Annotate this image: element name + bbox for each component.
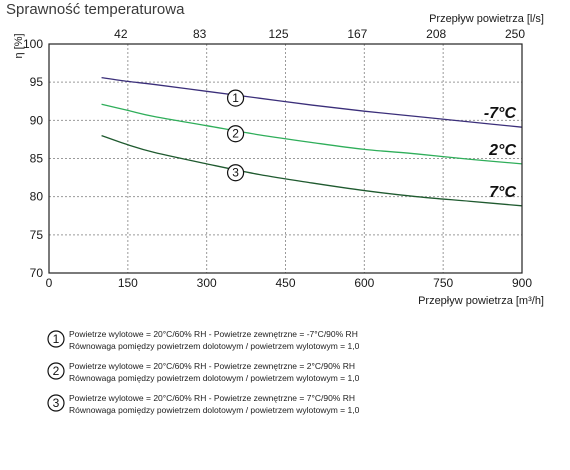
y-tick-label-3: 85 <box>30 152 44 166</box>
series-labels: 1 -7°C 2 2°C 3 7°C <box>226 89 517 201</box>
y-tick-label-5: 95 <box>30 75 44 89</box>
chart-title: Sprawność temperaturowa <box>6 1 185 18</box>
series-line-3 <box>101 134 523 207</box>
x-tick-label-6: 900 <box>512 276 532 290</box>
legend-marker-circle-1 <box>47 330 65 348</box>
x2-tick-label-4: 208 <box>426 27 446 41</box>
legend-line2-1: Równowaga pomiędzy powietrzem dolotowym … <box>69 341 360 351</box>
legend-marker-number-3: 3 <box>53 396 60 410</box>
y-tick-label-1: 75 <box>30 228 44 242</box>
series-label-2: 2°C <box>488 142 516 159</box>
legend-line1-3: Powietrze wylotowe = 20°C/60% RH - Powie… <box>69 393 355 403</box>
series-marker-circle-2 <box>226 125 245 143</box>
x2-axis-label: Przepływ powietrza [l/s] <box>429 13 544 25</box>
x2-tick-label-2: 125 <box>268 27 288 41</box>
x2-tick-label-0: 42 <box>114 27 128 41</box>
x-tick-label-1: 150 <box>118 276 138 290</box>
y-tick-label-4: 90 <box>30 113 44 127</box>
x2-tick-label-5: 250 <box>505 27 525 41</box>
legend-marker-circle-3 <box>47 394 65 412</box>
x-axis-label: Przepływ powietrza [m³/h] <box>418 295 544 307</box>
legend-line2-2: Równowaga pomiędzy powietrzem dolotowym … <box>69 373 360 383</box>
x-tick-label-5: 750 <box>433 276 453 290</box>
y-tick-label-6: 100 <box>23 37 43 51</box>
series-marker-number-3: 3 <box>232 166 239 180</box>
series-marker-number-1: 1 <box>232 91 239 105</box>
legend-line2-3: Równowaga pomiędzy powietrzem dolotowym … <box>69 405 360 415</box>
series-label-3: 7°C <box>489 184 516 201</box>
y-tick-label-2: 80 <box>30 190 44 204</box>
x-tick-label-3: 450 <box>275 276 295 290</box>
y-axis-label: η [%] <box>13 33 25 58</box>
series-line-2 <box>101 103 523 165</box>
legend: 1 Powietrze wylotowe = 20°C/60% RH - Powi… <box>47 329 360 415</box>
series-line-1 <box>101 76 523 128</box>
plot-frame <box>48 43 523 274</box>
x2-tick-label-1: 83 <box>193 27 207 41</box>
x-tick-label-2: 300 <box>197 276 217 290</box>
grid <box>49 44 522 273</box>
legend-line1-1: Powietrze wylotowe = 20°C/60% RH - Powie… <box>69 329 358 339</box>
legend-marker-circle-2 <box>47 362 65 380</box>
series-lines <box>101 76 523 207</box>
series-marker-number-2: 2 <box>232 127 239 141</box>
x2-tick-label-3: 167 <box>347 27 367 41</box>
legend-marker-number-2: 2 <box>53 364 60 378</box>
legend-marker-number-1: 1 <box>53 332 60 346</box>
legend-line1-2: Powietrze wylotowe = 20°C/60% RH - Powie… <box>69 361 355 371</box>
series-marker-circle-3 <box>226 164 245 182</box>
series-label-1: -7°C <box>484 105 517 122</box>
series-marker-circle-1 <box>226 89 245 107</box>
y-tick-label-0: 70 <box>30 266 44 280</box>
x-tick-label-0: 0 <box>46 276 53 290</box>
x-tick-label-4: 600 <box>354 276 374 290</box>
